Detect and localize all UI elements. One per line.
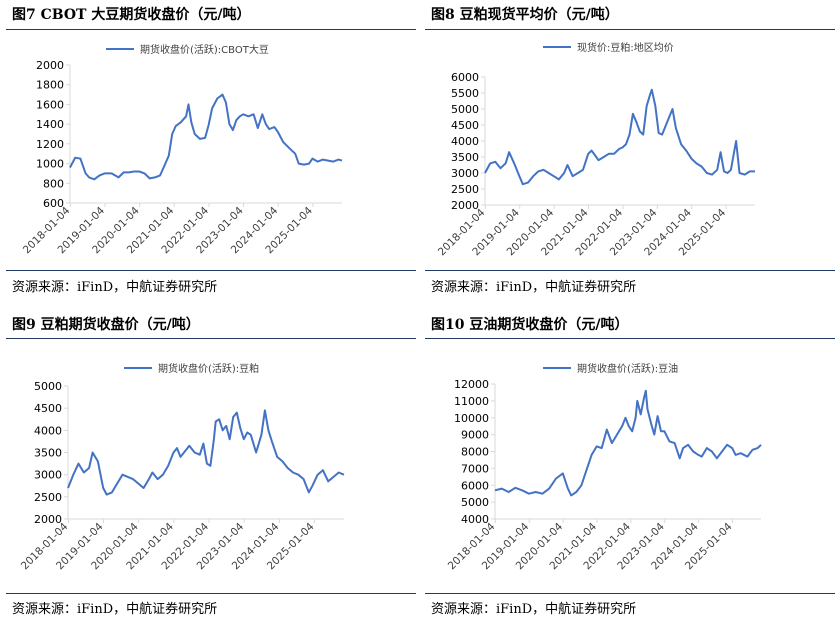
figure-panel-oil-futures: 图10 豆油期货收盘价（元/吨） 4000 5000 6000 7000 8000 900… xyxy=(425,310,835,623)
y-tick-label: 5000 xyxy=(34,380,62,393)
y-tick-label: 10000 xyxy=(454,412,489,425)
figure-title: 图8 豆粕现货平均价（元/吨） xyxy=(431,7,619,23)
title-rule xyxy=(6,338,416,339)
y-tick-label: 2500 xyxy=(451,183,479,196)
source-rule xyxy=(6,270,416,271)
y-tick-label: 8000 xyxy=(461,446,489,459)
y-tick-label: 5500 xyxy=(451,87,479,100)
figure-title: 图7 CBOT 大豆期货收盘价（元/吨） xyxy=(12,7,251,23)
y-tick-label: 3500 xyxy=(451,151,479,164)
series-line xyxy=(484,88,755,186)
y-tick-label: 5000 xyxy=(461,496,489,509)
y-tick-label: 1400 xyxy=(36,118,64,131)
y-tick-label: 3500 xyxy=(34,447,62,460)
y-tick-label: 3000 xyxy=(34,469,62,482)
y-tick-label: 2000 xyxy=(36,59,64,72)
y-tick-label: 600 xyxy=(43,197,64,210)
figure-title: 图9 豆粕期货收盘价（元/吨） xyxy=(12,317,200,333)
series-line xyxy=(69,93,343,181)
y-tick-label: 2000 xyxy=(451,199,479,212)
y-tick-label: 4500 xyxy=(451,119,479,132)
source-rule xyxy=(6,593,416,594)
source-rule xyxy=(425,593,835,594)
y-tick-label: 4500 xyxy=(34,402,62,415)
figure-panel-cbot-soybean: 图7 CBOT 大豆期货收盘价（元/吨） 600 800 1000 1200 1400 1… xyxy=(6,0,416,300)
y-tick-label: 5000 xyxy=(451,103,479,116)
series-line xyxy=(67,409,345,496)
y-tick-label: 1600 xyxy=(36,98,64,111)
y-tick-label: 800 xyxy=(43,177,64,190)
y-tick-label: 4000 xyxy=(34,424,62,437)
source-rule xyxy=(425,270,835,271)
y-tick-label: 2500 xyxy=(34,491,62,504)
source-note: 资源来源：iFinD，中航证券研究所 xyxy=(12,280,218,295)
title-rule xyxy=(425,338,835,339)
legend-label: 期货收盘价(活跃):豆粕 xyxy=(158,362,259,375)
y-tick-label: 7000 xyxy=(461,462,489,475)
y-tick-label: 4000 xyxy=(451,135,479,148)
y-tick-label: 1800 xyxy=(36,79,64,92)
legend-label: 现货价:豆粕:地区均价 xyxy=(577,41,674,54)
y-tick-label: 3000 xyxy=(451,167,479,180)
y-tick-label: 11000 xyxy=(454,395,489,408)
source-note: 资源来源：iFinD，中航证券研究所 xyxy=(12,602,218,617)
y-tick-label: 12000 xyxy=(454,378,489,391)
title-rule xyxy=(425,29,835,30)
chart-meal-spot: 2000250030003500400045005000550060002018… xyxy=(436,41,755,258)
chart-cbot-soybean: 6008001000120014001600180020002018-01-04… xyxy=(21,43,343,256)
title-rule xyxy=(6,29,416,30)
chart-meal-futures: 20002500300035004000450050002018-01-0420… xyxy=(19,362,345,572)
y-tick-label: 1200 xyxy=(36,138,64,151)
figure-panel-meal-spot: 图8 豆粕现货平均价（元/吨） 2000 2500 3000 3500 4000 4500… xyxy=(425,0,835,300)
figure-panel-meal-futures: 图9 豆粕期货收盘价（元/吨） 2000 2500 3000 3500 4000 4500… xyxy=(6,310,416,623)
y-tick-label: 9000 xyxy=(461,429,489,442)
series-line xyxy=(494,389,762,497)
source-note: 资源来源：iFinD，中航证券研究所 xyxy=(431,280,637,295)
y-tick-label: 6000 xyxy=(451,71,479,84)
y-tick-label: 6000 xyxy=(461,479,489,492)
y-tick-label: 2000 xyxy=(34,513,62,526)
chart-oil-futures: 4000500060007000800090001000011000120002… xyxy=(446,362,762,572)
source-note: 资源来源：iFinD，中航证券研究所 xyxy=(431,602,637,617)
y-tick-label: 1000 xyxy=(36,158,64,171)
figure-title: 图10 豆油期货收盘价（元/吨） xyxy=(431,317,629,333)
legend-label: 期货收盘价(活跃):豆油 xyxy=(577,362,678,375)
legend-label: 期货收盘价(活跃):CBOT大豆 xyxy=(140,43,269,56)
y-tick-label: 4000 xyxy=(461,513,489,526)
